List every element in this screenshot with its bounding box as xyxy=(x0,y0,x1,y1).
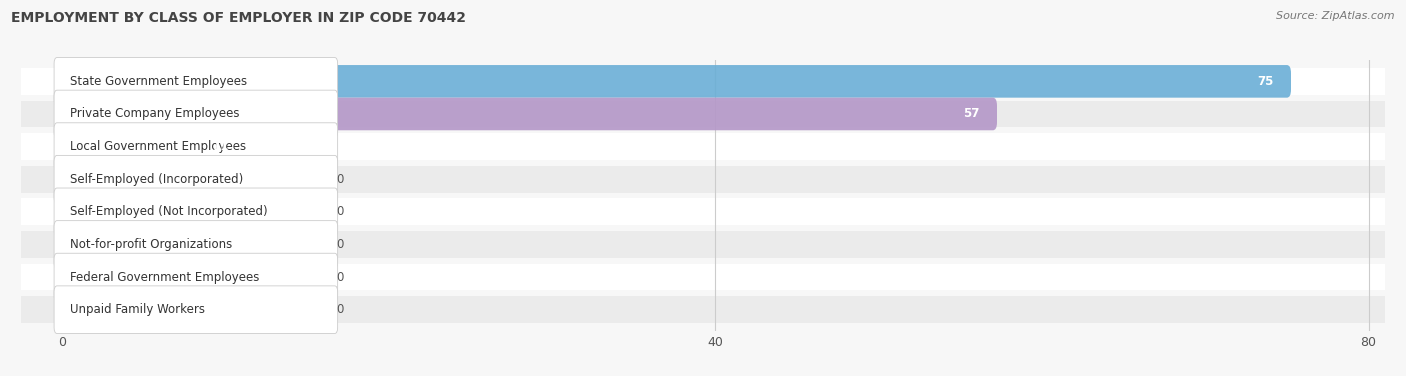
Text: Local Government Employees: Local Government Employees xyxy=(70,140,246,153)
Bar xyxy=(21,199,1402,225)
Text: 0: 0 xyxy=(336,271,343,284)
FancyBboxPatch shape xyxy=(58,196,328,228)
Bar xyxy=(21,101,1402,127)
Text: 11: 11 xyxy=(212,140,229,153)
FancyBboxPatch shape xyxy=(53,90,337,138)
Text: Self-Employed (Incorporated): Self-Employed (Incorporated) xyxy=(70,173,243,186)
FancyBboxPatch shape xyxy=(53,123,337,170)
FancyBboxPatch shape xyxy=(58,261,328,293)
Bar xyxy=(21,264,1402,290)
Bar xyxy=(21,166,1402,193)
FancyBboxPatch shape xyxy=(58,65,1291,98)
Text: Federal Government Employees: Federal Government Employees xyxy=(70,271,260,284)
Text: Source: ZipAtlas.com: Source: ZipAtlas.com xyxy=(1277,11,1395,21)
Text: Private Company Employees: Private Company Employees xyxy=(70,108,239,120)
Text: 0: 0 xyxy=(336,205,343,218)
FancyBboxPatch shape xyxy=(58,293,328,326)
Bar xyxy=(21,296,1402,323)
Text: 0: 0 xyxy=(336,303,343,316)
Text: Not-for-profit Organizations: Not-for-profit Organizations xyxy=(70,238,232,251)
FancyBboxPatch shape xyxy=(53,286,337,334)
Text: EMPLOYMENT BY CLASS OF EMPLOYER IN ZIP CODE 70442: EMPLOYMENT BY CLASS OF EMPLOYER IN ZIP C… xyxy=(11,11,467,25)
FancyBboxPatch shape xyxy=(58,130,246,163)
FancyBboxPatch shape xyxy=(58,163,328,196)
Text: 0: 0 xyxy=(336,173,343,186)
Text: State Government Employees: State Government Employees xyxy=(70,75,247,88)
FancyBboxPatch shape xyxy=(53,188,337,236)
Text: Unpaid Family Workers: Unpaid Family Workers xyxy=(70,303,205,316)
Bar xyxy=(21,231,1402,258)
Text: Self-Employed (Not Incorporated): Self-Employed (Not Incorporated) xyxy=(70,205,267,218)
FancyBboxPatch shape xyxy=(53,58,337,105)
FancyBboxPatch shape xyxy=(58,228,328,261)
FancyBboxPatch shape xyxy=(53,155,337,203)
Text: 0: 0 xyxy=(336,238,343,251)
FancyBboxPatch shape xyxy=(58,98,997,130)
FancyBboxPatch shape xyxy=(53,253,337,301)
FancyBboxPatch shape xyxy=(53,221,337,268)
Bar xyxy=(21,133,1402,160)
Bar xyxy=(21,68,1402,95)
Text: 75: 75 xyxy=(1257,75,1274,88)
Text: 57: 57 xyxy=(963,108,980,120)
